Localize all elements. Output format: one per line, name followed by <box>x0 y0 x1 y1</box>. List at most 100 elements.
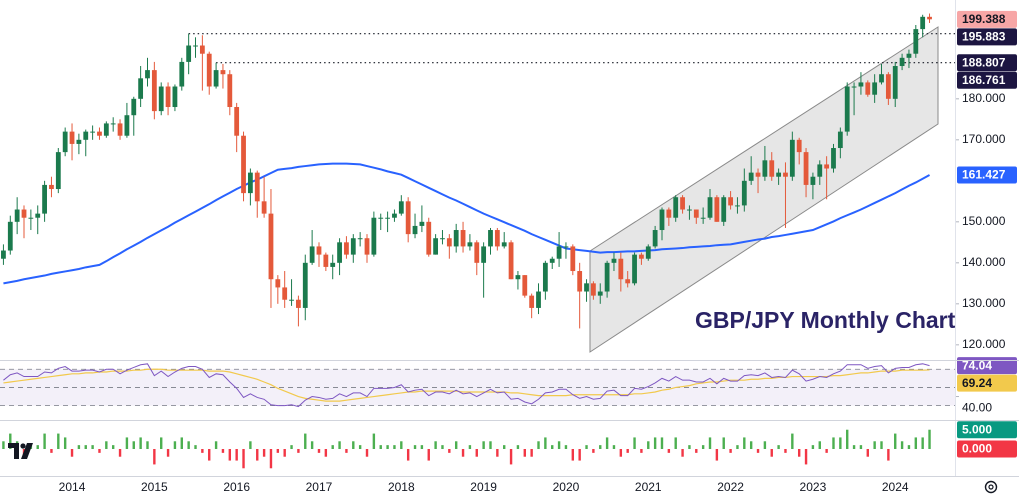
histogram-bar <box>468 445 472 449</box>
histogram-bar <box>571 449 575 461</box>
candle-body <box>193 45 198 47</box>
histogram-bar <box>441 445 444 449</box>
histogram-bar <box>235 449 238 461</box>
histogram-bar <box>695 449 698 453</box>
histogram-bar <box>592 449 595 453</box>
candle-body <box>783 172 788 177</box>
x-tick-label: 2014 <box>59 480 86 494</box>
candle-body <box>21 209 27 218</box>
candle-body <box>536 291 541 308</box>
candle-body <box>611 258 617 263</box>
candle-body <box>364 238 370 255</box>
candle-body <box>501 242 507 247</box>
x-tick-label: 2021 <box>635 480 662 494</box>
histogram-bar <box>749 441 753 449</box>
candle-body <box>748 172 754 181</box>
histogram-bar <box>605 437 609 449</box>
candle-body <box>392 213 397 218</box>
candle-body <box>179 61 185 87</box>
histogram-bar <box>173 441 177 449</box>
candle-body <box>261 201 267 214</box>
histogram-bar <box>345 449 348 453</box>
candle-body <box>213 70 219 87</box>
histogram-bar <box>612 445 616 449</box>
histogram-bar <box>221 449 225 453</box>
candle-body <box>577 271 583 292</box>
candle-body <box>83 131 89 140</box>
candle-body <box>103 123 109 136</box>
candle-body <box>268 213 274 280</box>
candle-body <box>494 230 500 247</box>
rsi-line <box>3 363 930 408</box>
candle-body <box>419 221 425 226</box>
histogram-bar <box>619 449 623 457</box>
histogram-bar <box>784 449 787 453</box>
histogram-bar <box>125 437 129 449</box>
histogram-bar <box>379 445 382 449</box>
candle-body <box>529 295 535 308</box>
moving-average-line <box>3 162 931 285</box>
histogram-bar <box>427 449 430 461</box>
candle-body <box>714 197 720 222</box>
y-tick-label: 150.000 <box>962 214 1006 228</box>
x-tick-label: 2022 <box>717 480 744 494</box>
last-price-label: 199.388 <box>962 12 1006 26</box>
histogram-bar <box>797 449 801 457</box>
histogram-bar <box>674 437 677 449</box>
candle-body <box>700 217 706 219</box>
x-tick-label: 2019 <box>470 480 497 494</box>
candle-body <box>357 238 363 240</box>
x-tick-label: 2016 <box>223 480 250 494</box>
histogram-bar <box>763 441 767 449</box>
candle-body <box>110 123 116 125</box>
histogram-bar <box>530 449 533 457</box>
histogram-bar <box>50 449 53 453</box>
histogram-bar <box>242 449 245 469</box>
candle-body <box>693 209 699 218</box>
candle-body <box>851 86 857 88</box>
candle-body <box>316 246 322 255</box>
candle-body <box>707 197 713 218</box>
candle-body <box>165 86 171 108</box>
histogram-bar <box>420 445 424 449</box>
histogram-bar <box>900 441 904 449</box>
channel-price-label-bg <box>957 71 1017 89</box>
candle-body <box>254 172 260 202</box>
histogram-bar <box>811 445 815 449</box>
candle-body <box>90 131 96 133</box>
histogram-bar <box>496 449 499 457</box>
histogram-bar <box>57 433 60 449</box>
candle-body <box>549 258 555 263</box>
histogram-bar <box>249 441 252 449</box>
candle-body <box>885 74 891 99</box>
y-tick-label: 140.000 <box>962 255 1006 269</box>
candle-body <box>741 180 747 206</box>
histogram-bar <box>832 437 835 449</box>
histogram-bar <box>358 445 362 449</box>
candle-body <box>872 82 878 95</box>
chart-annotation: GBP/JPY Monthly Chart <box>695 307 956 333</box>
histogram-bar <box>36 445 39 449</box>
settings-button[interactable] <box>984 480 998 494</box>
candle-body <box>831 148 836 169</box>
histogram-bar <box>262 449 266 457</box>
candle-body <box>481 246 487 263</box>
x-tick-label: 2024 <box>882 480 909 494</box>
candle-body <box>97 131 102 136</box>
histogram-bar <box>537 441 540 449</box>
histogram-bar <box>509 449 513 465</box>
candle-body <box>632 254 637 284</box>
histogram-bar <box>338 441 341 449</box>
last-price-label-bg <box>957 10 1017 28</box>
candle-body <box>330 262 336 267</box>
histogram-bar <box>791 433 794 449</box>
candle-body <box>645 246 651 259</box>
histogram-bar <box>283 449 286 457</box>
histogram-bar <box>70 449 74 457</box>
histogram-bar <box>743 437 746 449</box>
candle-body <box>639 254 644 259</box>
x-tick-label: 2015 <box>141 480 168 494</box>
candle-body <box>755 172 761 177</box>
histogram-bar <box>887 449 890 461</box>
candle-body <box>817 164 823 177</box>
